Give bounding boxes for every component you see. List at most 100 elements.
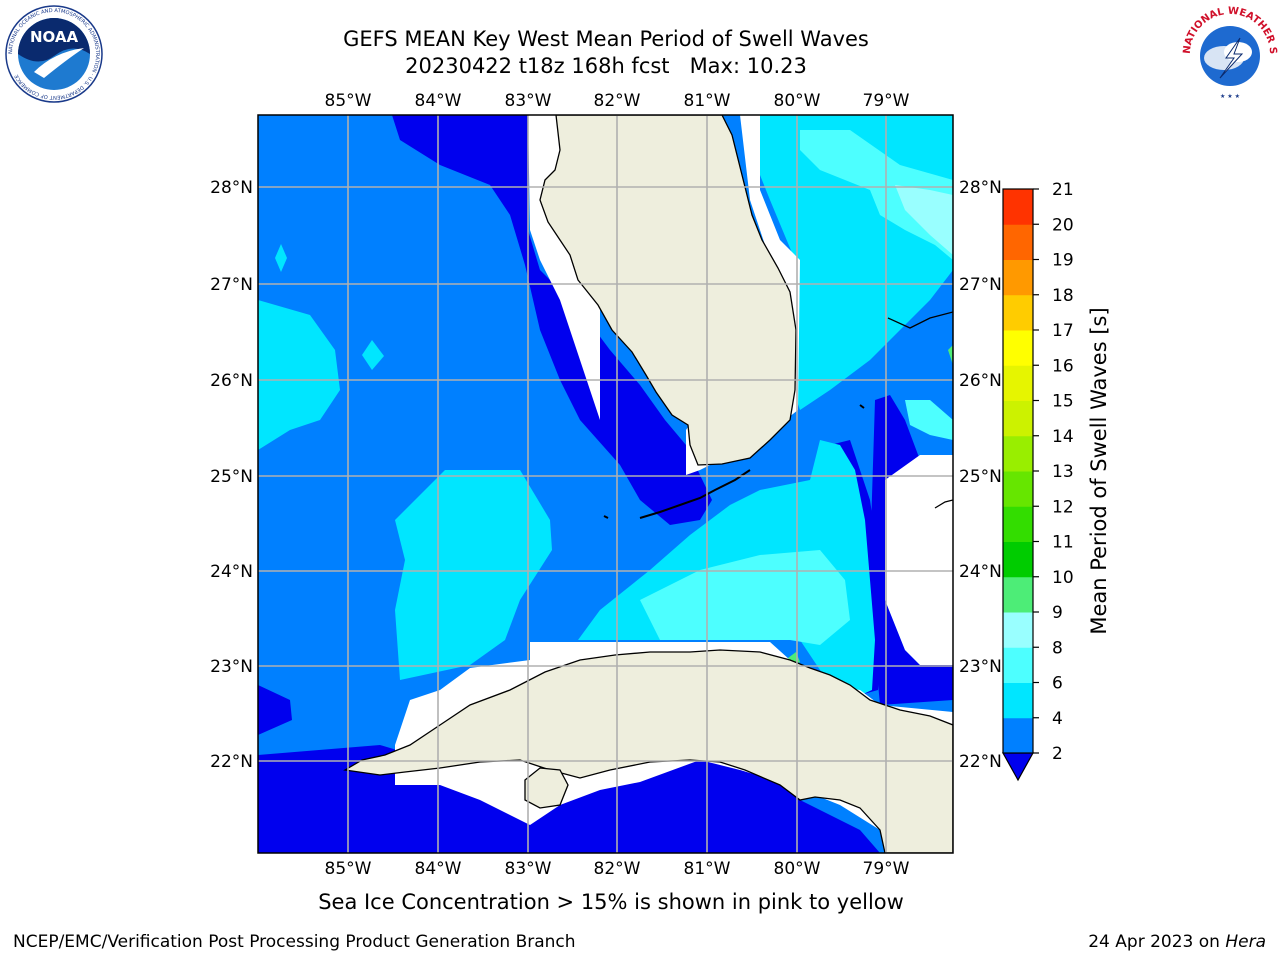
- lat-label-left: 23°N: [210, 657, 253, 677]
- lon-label-top: 85°W: [325, 91, 372, 111]
- colorbar-segment: [1003, 471, 1033, 507]
- footer-date: 24 Apr 2023 on Hera: [1088, 932, 1266, 952]
- lon-label-bottom: 82°W: [594, 859, 641, 879]
- colorbar-segment: [1003, 541, 1033, 578]
- lon-label-top: 80°W: [774, 91, 821, 111]
- graticule: [258, 115, 953, 853]
- land-florida-keys: [639, 469, 751, 519]
- colorbar-tick-label: 13: [1052, 462, 1074, 482]
- colorbar-tick-label: 20: [1052, 215, 1074, 235]
- lon-labels-bottom: 85°W 84°W 83°W 82°W 81°W 80°W 79°W: [325, 859, 910, 879]
- colorbar-tick-label: 17: [1052, 321, 1074, 341]
- colorbar-tick-label: 6: [1052, 674, 1063, 694]
- lat-labels-left: 28°N 27°N 26°N 25°N 24°N 23°N 22°N: [210, 178, 253, 772]
- lon-label-top: 82°W: [594, 91, 641, 111]
- lon-label-top: 79°W: [863, 91, 910, 111]
- colorbar-tick-label: 15: [1052, 392, 1074, 412]
- colorbar-segment: [1003, 612, 1033, 648]
- lat-label-right: 25°N: [959, 467, 1002, 487]
- footer-host: Hera: [1225, 932, 1266, 952]
- footer-date-text: 24 Apr 2023 on: [1088, 932, 1226, 952]
- colorbar-tick-label: 2: [1052, 744, 1063, 764]
- lon-label-top: 84°W: [415, 91, 462, 111]
- svg-text:★ ★ ★: ★ ★ ★: [1220, 93, 1240, 100]
- map-frame: [257, 114, 954, 854]
- colorbar-segment: [1003, 506, 1033, 542]
- lat-label-left: 22°N: [210, 752, 253, 772]
- noaa-logo-text: NOAA: [30, 28, 79, 46]
- lat-label-left: 28°N: [210, 178, 253, 198]
- period-6-8-region-north: [800, 130, 953, 260]
- colorbar-segment: [1003, 717, 1033, 754]
- lat-label-left: 24°N: [210, 562, 253, 582]
- lat-label-right: 27°N: [959, 275, 1002, 295]
- period-4-6-region-patch-2: [275, 244, 287, 272]
- period-8-9-region: [895, 185, 953, 255]
- colorbar-segments: [1003, 189, 1033, 754]
- lon-label-bottom: 84°W: [415, 859, 462, 879]
- colorbar-segment: [1003, 400, 1033, 437]
- period-4-6-region-patch: [362, 340, 384, 370]
- colorbar-segment: [1003, 576, 1033, 613]
- colorbar-tick-label: 12: [1052, 497, 1074, 517]
- lat-label-left: 27°N: [210, 275, 253, 295]
- colorbar-segment: [1003, 435, 1033, 472]
- colorbar-tick-label: 21: [1052, 180, 1074, 200]
- lat-label-right: 28°N: [959, 178, 1002, 198]
- colorbar-tick-label: 8: [1052, 638, 1063, 658]
- colorbar-segment: [1003, 259, 1033, 296]
- colorbar-tick-label: 11: [1052, 533, 1074, 553]
- period-4-6-region-central-gulf: [395, 470, 552, 680]
- period-under-2-region-west-florida: [392, 115, 712, 525]
- colorbar-tick-label: 18: [1052, 286, 1074, 306]
- period-6-8-region-east: [905, 400, 953, 440]
- lat-label-left: 26°N: [210, 371, 253, 391]
- lat-label-left: 25°N: [210, 467, 253, 487]
- noaa-logo: NATIONAL OCEANIC AND ATMOSPHERIC ADMINIS…: [5, 5, 103, 103]
- land-andros: [934, 499, 953, 509]
- lat-label-right: 23°N: [959, 657, 1002, 677]
- colorbar-tick-label: 19: [1052, 251, 1074, 271]
- lon-label-top: 81°W: [684, 91, 731, 111]
- lat-label-right: 26°N: [959, 371, 1002, 391]
- title-line-2: 20230422 t18z 168h fcst Max: 10.23: [405, 54, 807, 78]
- lon-label-bottom: 83°W: [505, 859, 552, 879]
- lon-label-bottom: 85°W: [325, 859, 372, 879]
- nws-logo: NATIONAL WEATHER SERVICE ★ ★ ★: [1180, 4, 1278, 102]
- period-under-2-region-bahamas: [870, 395, 953, 705]
- period-4-6-region-west: [258, 300, 340, 450]
- colorbar-tick-label: 14: [1052, 427, 1074, 447]
- land-dry-tortugas: [603, 515, 609, 519]
- colorbar-segment: [1003, 682, 1033, 719]
- colorbar-ticks: 2 4 6 8 9 10 11 12 13 14 15 16 17 18 19 20 21: [1033, 180, 1074, 764]
- colorbar-segment: [1003, 224, 1033, 260]
- lon-label-bottom: 79°W: [863, 859, 910, 879]
- lon-label-bottom: 80°W: [774, 859, 821, 879]
- colorbar-under-extension: [1001, 752, 1035, 782]
- lon-labels-top: 85°W 84°W 83°W 82°W 81°W 80°W 79°W: [325, 91, 910, 111]
- lon-label-bottom: 81°W: [684, 859, 731, 879]
- colorbar-segment: [1003, 365, 1033, 401]
- period-9-10-region: [948, 345, 953, 365]
- map-area: [258, 115, 953, 853]
- colorbar-segment: [1003, 647, 1033, 683]
- lat-label-right: 22°N: [959, 752, 1002, 772]
- land-florida: [539, 115, 797, 466]
- colorbar: 2 4 6 8 9 10 11 12 13 14 15 16 17 18 19 20 21 Mean Perio…: [1001, 180, 1111, 782]
- colorbar-tick-label: 9: [1052, 603, 1063, 623]
- lat-labels-right: 28°N 27°N 26°N 25°N 24°N 23°N 22°N: [959, 178, 1002, 772]
- sea-ice-note: Sea Ice Concentration > 15% is shown in …: [318, 890, 904, 914]
- colorbar-segment: [1003, 330, 1033, 366]
- colorbar-tick-label: 10: [1052, 568, 1074, 588]
- land-grand-bahama: [887, 311, 953, 329]
- title-line-1: GEFS MEAN Key West Mean Period of Swell …: [343, 27, 869, 51]
- colorbar-label: Mean Period of Swell Waves [s]: [1087, 307, 1111, 634]
- footer-branch: NCEP/EMC/Verification Post Processing Pr…: [13, 932, 576, 952]
- colorbar-segment: [1003, 189, 1033, 225]
- colorbar-segment: [1003, 294, 1033, 331]
- lat-label-right: 24°N: [959, 562, 1002, 582]
- chart-title: GEFS MEAN Key West Mean Period of Swell …: [256, 26, 956, 80]
- lon-label-top: 83°W: [505, 91, 552, 111]
- land-cuba: [343, 649, 953, 853]
